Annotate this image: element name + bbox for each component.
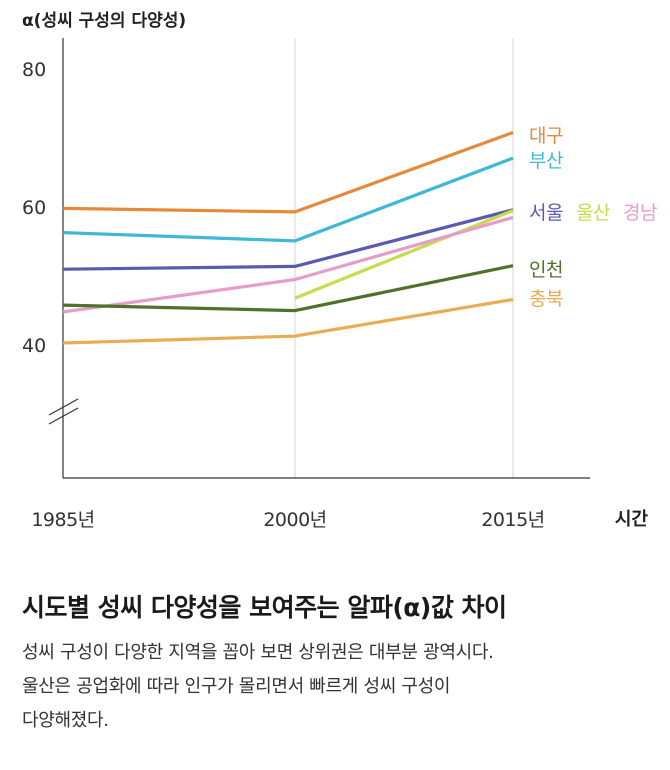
x-tick-label: 2000년 bbox=[263, 509, 326, 531]
series-line-부산 bbox=[62, 156, 514, 243]
caption-line: 다양해졌다. bbox=[22, 710, 109, 731]
y-axis-label: α(성씨 구성의 다양성) bbox=[22, 11, 186, 31]
caption-line: 성씨 구성이 다양한 지역을 꼽아 보면 상위권은 대부분 광역시다. bbox=[22, 642, 494, 663]
series-line-인천 bbox=[62, 264, 514, 313]
x-tick-label: 2015년 bbox=[481, 509, 544, 531]
series-line-울산 bbox=[294, 209, 514, 300]
series-line-대구 bbox=[62, 130, 514, 214]
caption-body: 성씨 구성이 다양한 지역을 꼽아 보면 상위권은 대부분 광역시다. 울산은 … bbox=[22, 636, 652, 738]
y-tick-label: 40 bbox=[22, 335, 46, 357]
y-tick-label: 60 bbox=[22, 197, 46, 219]
legend-label-경남: 경남 bbox=[623, 202, 657, 224]
legend-label-인천: 인천 bbox=[529, 259, 563, 281]
legend-label-부산: 부산 bbox=[529, 150, 563, 172]
legend-label-충북: 충북 bbox=[529, 288, 563, 310]
axis-break-mark bbox=[48, 398, 79, 416]
axis-break-mark bbox=[48, 407, 79, 425]
legend-label-서울: 서울 bbox=[529, 202, 563, 224]
legend-label-대구: 대구 bbox=[529, 125, 563, 147]
series-line-서울 bbox=[62, 208, 514, 271]
x-tick-label: 1985년 bbox=[31, 509, 94, 531]
series-line-충북 bbox=[62, 297, 514, 345]
legend-label-울산: 울산 bbox=[576, 202, 610, 224]
series-line-경남 bbox=[62, 215, 514, 314]
line-chart: α(성씨 구성의 다양성) 40 60 80 1985년 2000년 2015년 시간 대구부산… bbox=[22, 11, 657, 531]
caption-line: 울산은 공업화에 따라 인구가 몰리면서 빠르게 성씨 구성이 bbox=[22, 676, 451, 697]
caption-title: 시도별 성씨 다양성을 보여주는 알파(α)값 차이 bbox=[22, 593, 507, 622]
x-axis-label: 시간 bbox=[615, 509, 649, 530]
y-tick-label: 80 bbox=[22, 59, 46, 81]
